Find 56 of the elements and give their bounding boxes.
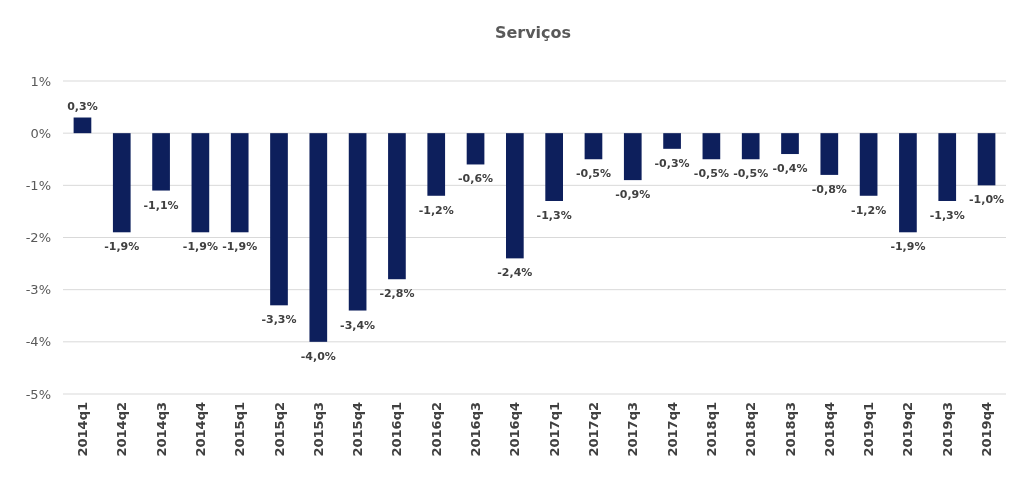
data-label: -1,0% bbox=[969, 193, 1005, 207]
x-tick-label: 2016q3 bbox=[468, 402, 484, 457]
data-label: -1,9% bbox=[890, 240, 926, 254]
x-tick-label: 2017q3 bbox=[625, 402, 641, 457]
x-tick-label: 2015q4 bbox=[350, 402, 366, 457]
x-tick-label: 2014q3 bbox=[153, 402, 169, 457]
x-tick-label: 2017q4 bbox=[664, 402, 680, 457]
x-tick-label: 2015q2 bbox=[271, 402, 287, 457]
data-label: -0,6% bbox=[458, 172, 494, 186]
x-tick-label: 2019q4 bbox=[979, 402, 995, 457]
x-tick-label: 2014q4 bbox=[192, 402, 208, 457]
y-tick-label: 1% bbox=[30, 73, 51, 89]
x-tick-label: 2014q1 bbox=[75, 402, 91, 457]
x-tick-label: 2019q1 bbox=[861, 402, 877, 457]
data-label: -4,0% bbox=[300, 349, 336, 363]
x-tick-label: 2019q2 bbox=[900, 402, 916, 457]
data-label: -3,4% bbox=[340, 318, 376, 332]
data-label: -0,4% bbox=[772, 162, 808, 176]
data-label: -1,9% bbox=[104, 240, 140, 254]
data-label: 0,3% bbox=[67, 99, 98, 113]
y-tick-label: 0% bbox=[30, 125, 51, 141]
data-label: -0,9% bbox=[615, 188, 651, 202]
data-label: -1,2% bbox=[851, 203, 887, 217]
x-tick-label: 2016q4 bbox=[507, 402, 523, 457]
data-label: -0,5% bbox=[733, 167, 769, 181]
data-label: -3,3% bbox=[261, 313, 297, 327]
data-label: -1,3% bbox=[929, 208, 965, 222]
x-tick-label: 2015q3 bbox=[310, 402, 326, 457]
x-tick-label: 2014q2 bbox=[114, 402, 130, 457]
x-tick-label: 2016q1 bbox=[389, 402, 405, 457]
x-tick-label: 2018q3 bbox=[782, 402, 798, 457]
chart-title: Serviços bbox=[494, 23, 572, 42]
x-tick-label: 2018q4 bbox=[821, 402, 837, 457]
y-tick-label: -3% bbox=[25, 282, 51, 298]
data-label: -1,9% bbox=[182, 240, 218, 254]
data-label: -2,8% bbox=[379, 287, 415, 301]
x-tick-label: 2015q1 bbox=[232, 402, 248, 457]
data-label: -1,9% bbox=[222, 240, 258, 254]
x-tick-label: 2018q2 bbox=[743, 402, 759, 457]
data-label: -0,5% bbox=[693, 167, 729, 181]
data-label: -0,5% bbox=[575, 167, 611, 181]
x-tick-label: 2018q1 bbox=[703, 402, 719, 457]
y-tick-label: -5% bbox=[25, 386, 51, 402]
x-tick-label: 2017q1 bbox=[546, 402, 562, 457]
data-label: -1,2% bbox=[418, 203, 454, 217]
data-label: -2,4% bbox=[497, 266, 533, 280]
x-tick-label: 2017q2 bbox=[586, 402, 602, 457]
data-label: -1,1% bbox=[143, 198, 179, 212]
data-label: -0,3% bbox=[654, 156, 690, 170]
y-tick-label: -2% bbox=[25, 230, 51, 246]
y-tick-label: -4% bbox=[25, 334, 51, 350]
y-tick-label: -1% bbox=[25, 177, 51, 193]
x-tick-label: 2019q3 bbox=[939, 402, 955, 457]
data-label: -1,3% bbox=[536, 208, 572, 222]
data-label: -0,8% bbox=[811, 182, 847, 196]
x-tick-label: 2016q2 bbox=[428, 402, 444, 457]
